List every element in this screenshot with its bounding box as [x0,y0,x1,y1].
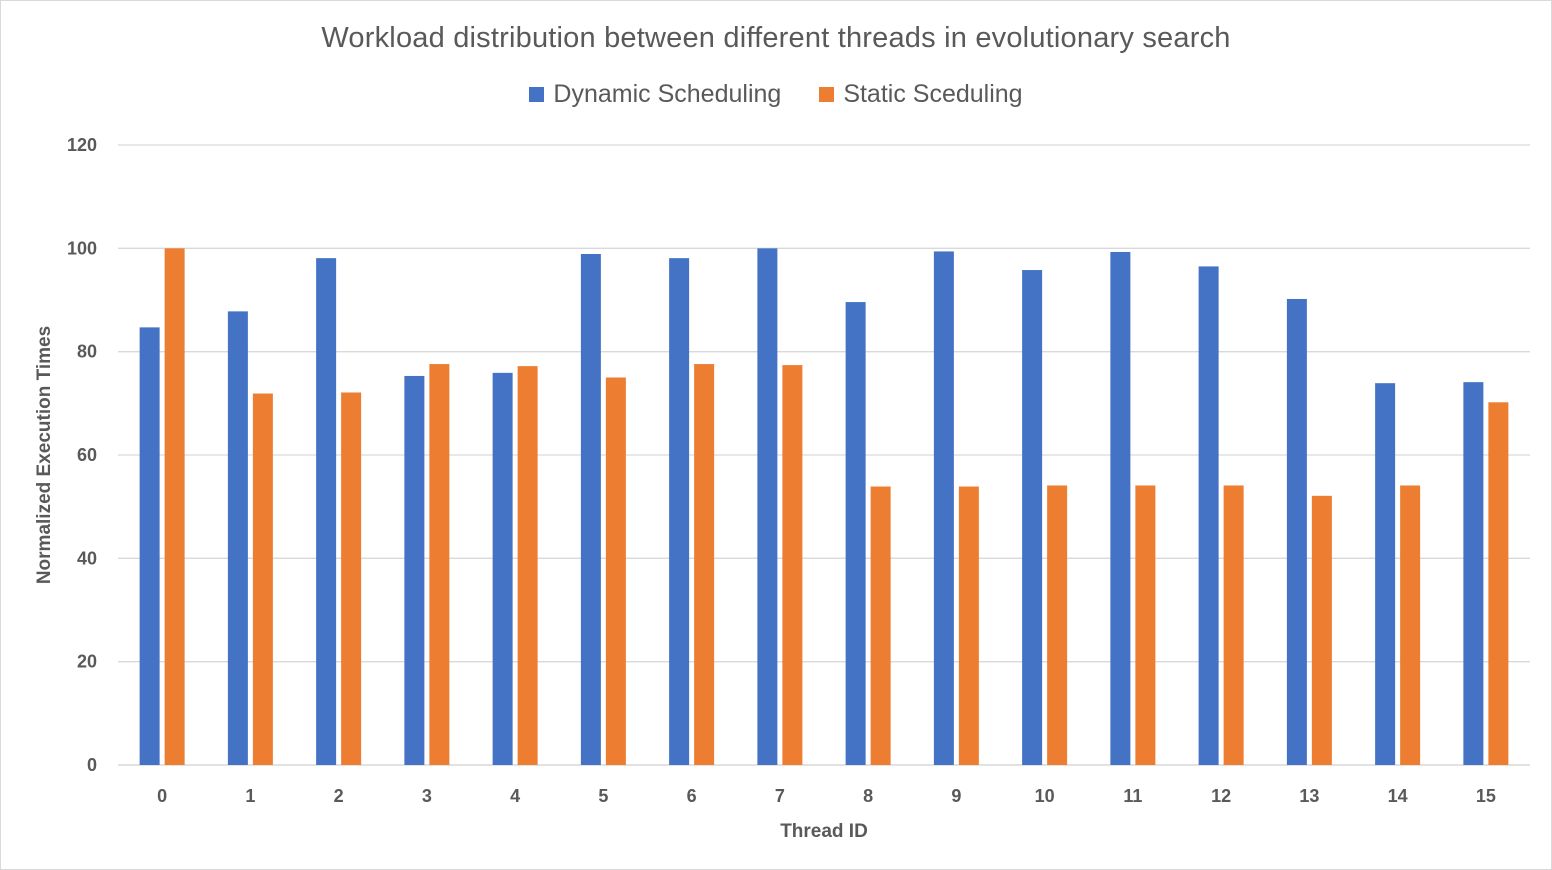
x-tick-label: 5 [598,786,608,806]
x-tick-label: 13 [1299,786,1319,806]
x-tick-label: 2 [334,786,344,806]
chart-title: Workload distribution between different … [321,22,1231,54]
bar-static-2 [341,392,362,765]
x-tick-label: 14 [1388,786,1408,806]
bar-static-15 [1488,402,1509,765]
bar-static-8 [870,486,891,765]
y-tick-label: 100 [67,238,97,258]
bar-static-9 [958,486,979,765]
bar-dynamic-4 [492,372,513,765]
x-tick-label: 10 [1035,786,1055,806]
bar-static-6 [694,364,715,765]
bar-static-12 [1223,485,1244,765]
bar-static-7 [782,365,803,765]
x-axis-ticks: 0 1 2 3 4 5 6 7 8 9 10 11 12 13 14 15 [157,786,1496,806]
x-axis-title: Thread ID [780,821,868,842]
x-tick-label: 7 [775,786,785,806]
bar-static-11 [1135,485,1156,765]
legend-swatch-dynamic [529,87,545,102]
bar-static-1 [252,393,273,765]
bar-static-5 [605,377,626,765]
y-tick-label: 0 [87,755,97,775]
bar-dynamic-15 [1463,382,1484,765]
legend-swatch-static [819,87,835,102]
bar-static-4 [517,366,538,765]
bar-dynamic-11 [1110,251,1131,765]
x-tick-label: 4 [510,786,520,806]
legend: Dynamic Scheduling Static Sceduling [0,80,1552,109]
bar-static-13 [1311,495,1332,765]
bar-static-10 [1047,485,1068,765]
bar-static-14 [1400,485,1421,765]
bar-dynamic-7 [757,248,778,766]
bar-dynamic-0 [139,327,160,765]
bar-dynamic-13 [1286,298,1307,765]
y-tick-label: 80 [77,342,97,362]
bar-dynamic-2 [316,258,337,765]
bar-dynamic-6 [669,258,690,765]
x-tick-label: 1 [245,786,255,806]
bar-static-0 [164,248,185,766]
y-tick-label: 120 [67,135,97,155]
bar-dynamic-8 [845,302,866,765]
bar-dynamic-10 [1022,270,1043,765]
legend-item-static: Static Sceduling [819,80,1023,109]
x-tick-label: 9 [951,786,961,806]
x-tick-label: 11 [1123,786,1142,806]
y-tick-label: 20 [77,652,97,672]
bar-dynamic-9 [933,251,954,765]
bar-static-3 [429,364,450,765]
x-tick-label: 3 [422,786,432,806]
x-tick-label: 12 [1211,786,1231,806]
y-tick-label: 60 [77,445,97,465]
x-tick-label: 15 [1476,786,1496,806]
bar-dynamic-12 [1198,266,1219,765]
bar-dynamic-14 [1375,383,1396,765]
x-tick-label: 8 [863,786,873,806]
legend-label-static: Static Sceduling [843,80,1023,108]
x-tick-label: 0 [157,786,167,806]
bar-dynamic-1 [227,311,248,765]
y-axis-title: Normalized Execution Times [34,326,55,584]
bar-dynamic-3 [404,375,425,765]
x-tick-label: 6 [687,786,697,806]
bar-dynamic-5 [580,254,601,765]
y-axis-ticks: 0 20 40 60 80 100 120 [67,135,97,775]
y-tick-label: 40 [77,548,97,568]
legend-label-dynamic: Dynamic Scheduling [553,80,782,108]
bars [139,248,1509,766]
legend-item-dynamic: Dynamic Scheduling [529,80,781,109]
